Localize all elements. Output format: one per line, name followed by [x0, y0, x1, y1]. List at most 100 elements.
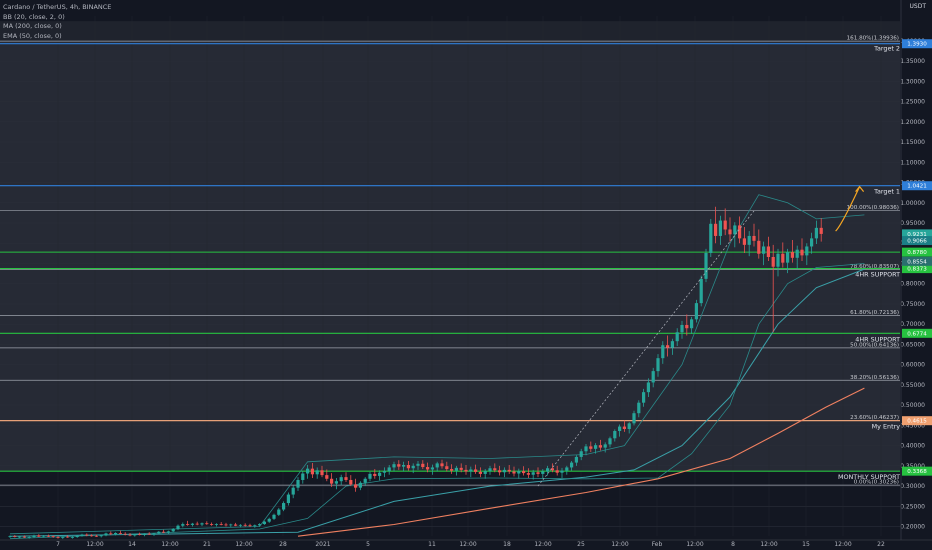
- candle-body: [219, 524, 223, 525]
- x-tick-label: 28: [279, 541, 287, 548]
- level-name: 4HR SUPPORT: [855, 271, 900, 279]
- x-tick-label: 12:00: [611, 541, 628, 548]
- y-tick-label: 1.30000: [900, 78, 925, 85]
- candle-body: [104, 533, 108, 536]
- candle-body: [224, 524, 228, 526]
- fib-label: 38.20%(0.56136): [850, 375, 899, 381]
- x-tick-label: 18: [503, 541, 511, 548]
- candle-body: [46, 535, 50, 537]
- candle-body: [291, 487, 295, 495]
- y-tick-label: 0.55000: [900, 382, 925, 389]
- drawings[interactable]: [537, 185, 865, 487]
- candle-body: [176, 525, 180, 529]
- indicator-bb[interactable]: BB (20, close, 2, 0): [3, 12, 65, 21]
- candle-body: [334, 481, 338, 484]
- candle-body: [771, 256, 775, 267]
- candle-body: [152, 533, 156, 535]
- price-axis[interactable]: 1.400001.350001.300001.250001.200001.150…: [900, 0, 932, 540]
- y-tick-label: 1.00000: [900, 200, 925, 207]
- symbol-title[interactable]: Cardano / TetherUS, 4h, BINANCE: [3, 3, 112, 11]
- price-tag: [902, 328, 932, 338]
- price-tag: [902, 466, 932, 476]
- horizontal-levels[interactable]: Target 2 Target 1 4HR SUPPORT 4HR SUPPORT My…: [0, 43, 901, 481]
- candle-body: [75, 535, 79, 538]
- fib-label: 100.00%(0.98036): [847, 205, 899, 211]
- candle-body: [325, 475, 329, 479]
- y-tick-label: 0.25000: [900, 503, 925, 510]
- x-tick-label: 12:00: [459, 541, 476, 548]
- candle-body: [118, 532, 122, 534]
- candle-body: [339, 477, 343, 482]
- candle-body: [574, 456, 578, 463]
- x-tick-label: 7: [56, 541, 60, 548]
- candle-body: [94, 535, 98, 537]
- x-tick-label: 12:00: [834, 541, 851, 548]
- candle-body: [51, 536, 55, 538]
- candle-body: [709, 223, 713, 253]
- x-tick-label: 21: [203, 541, 211, 548]
- candle-body: [344, 477, 348, 480]
- chart-legend: Cardano / TetherUS, 4h, BINANCE BB (20, …: [3, 3, 111, 41]
- price-tag: [902, 256, 932, 266]
- level-name: Target 2: [873, 45, 900, 53]
- candle-body: [13, 536, 17, 538]
- indicator-line: [9, 268, 865, 537]
- candle-body: [699, 278, 703, 304]
- candle-body: [56, 537, 60, 538]
- candle-body: [382, 471, 386, 473]
- candle-body: [27, 537, 31, 538]
- indicator-ma[interactable]: MA (200, close, 0): [3, 22, 62, 30]
- candle-body: [603, 444, 607, 448]
- candle-body: [728, 229, 732, 235]
- x-tick-label: 14: [128, 541, 136, 548]
- time-axis[interactable]: 7 12:00 14 12:00 21 12:00 28 2021 5 11 12:00 18 12:0…: [0, 539, 932, 548]
- arrow-head: [855, 185, 865, 192]
- y-tick-label: 0.35000: [900, 463, 925, 470]
- candle-body: [786, 252, 790, 263]
- candle-body: [618, 426, 622, 432]
- candle-body: [531, 472, 535, 475]
- level-name: My Entry: [872, 423, 901, 431]
- price-tag-label: 0.9231: [907, 232, 927, 238]
- candle-body: [594, 445, 598, 449]
- indicator-ema[interactable]: EMA (50, close, 0): [3, 31, 62, 40]
- candle-body: [670, 341, 674, 348]
- price-tag: [902, 181, 932, 191]
- candle-body: [642, 392, 646, 403]
- price-tag: [902, 39, 932, 49]
- price-tag-label: 1.0421: [907, 184, 927, 190]
- candle-body: [469, 469, 473, 472]
- candle-body: [190, 523, 194, 525]
- candle-body: [646, 382, 650, 393]
- x-tick-label: 22: [877, 541, 885, 548]
- candle-body: [402, 465, 406, 467]
- candle-body: [147, 533, 151, 535]
- price-tag: [902, 236, 932, 246]
- candle-body: [238, 524, 242, 526]
- candle-body: [267, 518, 271, 522]
- y-tick-label: 0.30000: [900, 483, 925, 490]
- candle-body: [483, 471, 487, 474]
- currency-text: USDT: [909, 3, 927, 10]
- level-name: 4HR SUPPORT: [855, 335, 900, 343]
- fib-label: 61.80%(0.72136): [850, 310, 899, 316]
- candle-body: [598, 445, 602, 448]
- candle-body: [406, 465, 410, 469]
- candle-body: [478, 471, 482, 474]
- x-tick-label: 15: [802, 541, 810, 548]
- candle-body: [162, 531, 166, 533]
- candle-body: [526, 473, 530, 475]
- candle-body: [632, 413, 636, 424]
- candle-body: [507, 469, 511, 472]
- candle-body: [123, 533, 127, 535]
- candle-body: [661, 345, 665, 359]
- x-tick-label: 12:00: [235, 541, 252, 548]
- currency-label[interactable]: USDT: [910, 3, 927, 10]
- candle-body: [762, 246, 766, 254]
- price-tag-label: 0.8554: [907, 259, 927, 265]
- candle-body: [286, 494, 290, 504]
- indicator-line: [9, 194, 865, 535]
- candle-body: [541, 471, 545, 474]
- candle-body: [718, 220, 722, 236]
